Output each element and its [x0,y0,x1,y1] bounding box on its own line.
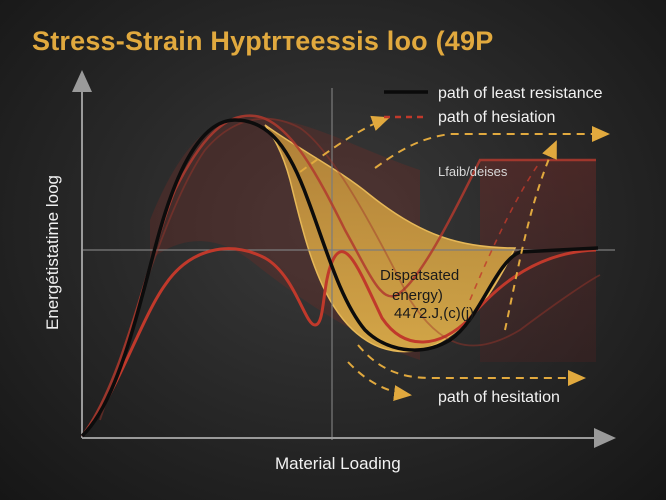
dashed-red-arrow [469,161,541,301]
y-axis-label: Energétistatime loog [43,175,62,330]
chart-title: Stress-Strain Hyptrтеessis loo (49P [32,26,494,56]
legend-label-least-resistance: path of least resistance [438,85,603,102]
red-curve-faint [99,117,601,421]
energy-label-line2: energy) [392,287,443,304]
dissipated-energy-region [264,124,517,353]
x-axis-label: Material Loading [275,454,401,473]
dashed-arrow-top-right [374,126,610,169]
upper-right-annotation: Lfaib/deises [438,164,508,179]
bottom-path-label: path of hesitation [438,389,560,406]
dashed-arrow-bottom-2 [347,361,412,402]
legend-label-hesiation: path of hesiation [438,109,555,126]
dashed-arrow-bottom-1 [357,344,586,386]
energy-label-line1: Dispatsated [380,267,459,284]
black-curve [80,118,599,438]
energy-label-line3: 4472.J,(c)(j) [394,305,474,322]
dashed-arrow-right-up [504,140,557,331]
